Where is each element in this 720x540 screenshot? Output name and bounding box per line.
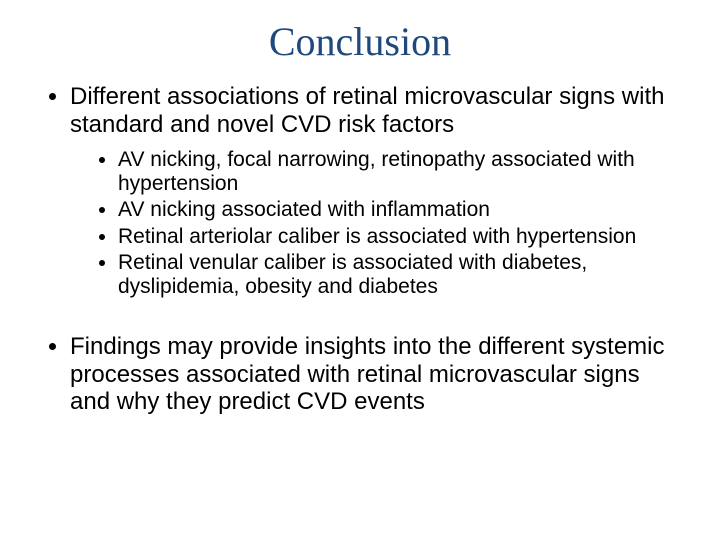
sub-bullet-item: Retinal venular caliber is associated wi… [118,251,680,299]
sub-bullet-item: AV nicking, focal narrowing, retinopathy… [118,148,680,196]
bullet-item: Findings may provide insights into the d… [70,333,680,416]
sub-bullet-item: Retinal arteriolar caliber is associated… [118,225,680,249]
slide: Conclusion Different associations of ret… [0,0,720,540]
bullet-list-level2: AV nicking, focal narrowing, retinopathy… [70,148,680,299]
slide-title: Conclusion [40,18,680,65]
sub-bullet-item: AV nicking associated with inflammation [118,198,680,222]
spacer [40,305,680,333]
bullet-list-level1: Different associations of retinal microv… [40,83,680,299]
bullet-text: Different associations of retinal microv… [70,83,664,138]
bullet-list-level1: Findings may provide insights into the d… [40,333,680,416]
bullet-item: Different associations of retinal microv… [70,83,680,299]
